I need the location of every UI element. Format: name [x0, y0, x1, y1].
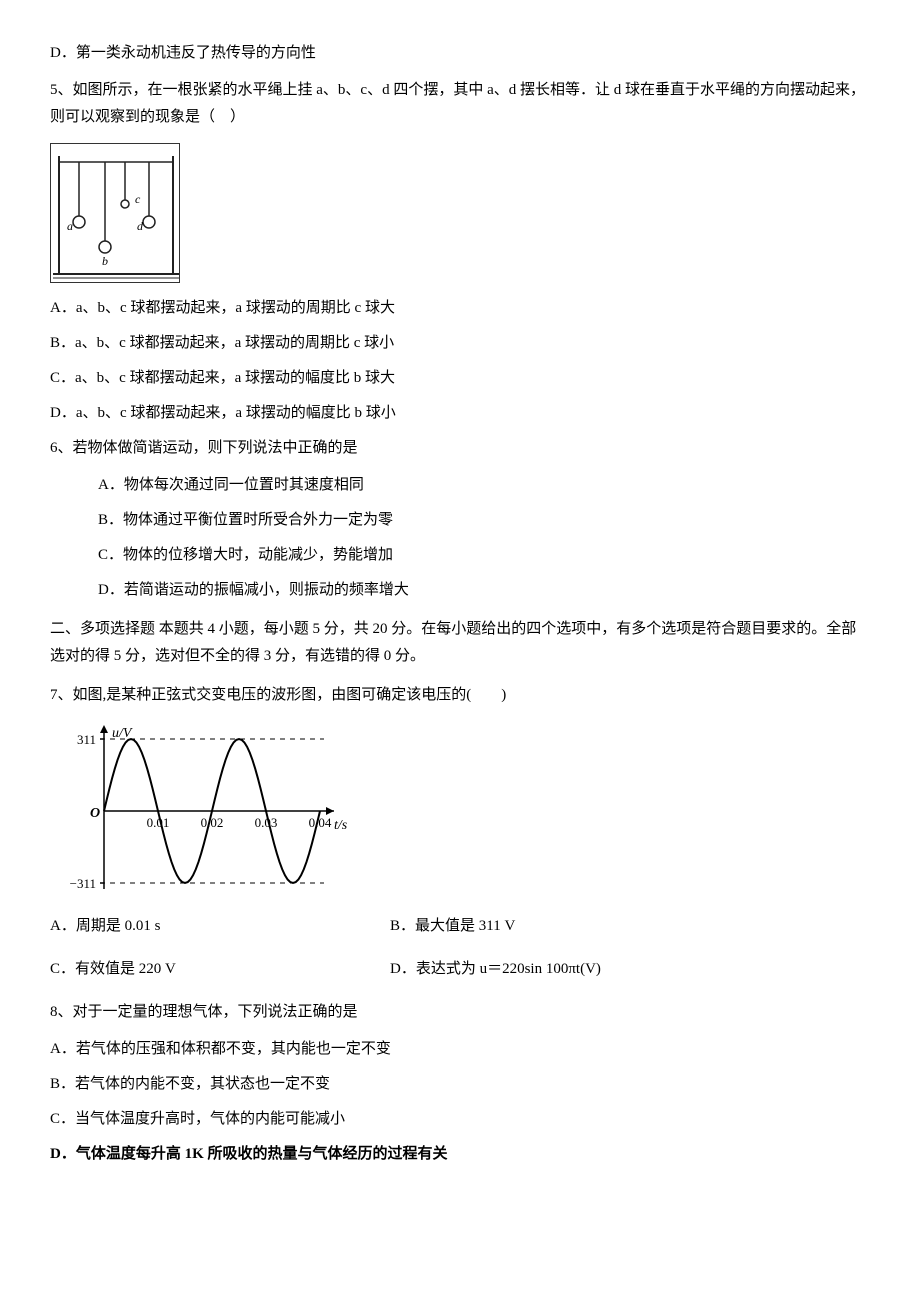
q8-stem: 8、对于一定量的理想气体，下列说法正确的是	[50, 999, 870, 1026]
q7-stem: 7、如图,是某种正弦式交变电压的波形图，由图可确定该电压的( )	[50, 682, 870, 709]
svg-text:a: a	[67, 219, 73, 233]
sine-wave-chart: 311−311O0.010.020.030.04t/su/V	[50, 721, 350, 901]
q8-option-d: D．气体温度每升高 1K 所吸收的热量与气体经历的过程有关	[50, 1141, 870, 1168]
q6-option-b: B．物体通过平衡位置时所受合外力一定为零	[50, 507, 870, 534]
q5-option-a: A．a、b、c 球都摆动起来，a 球摆动的周期比 c 球大	[50, 295, 870, 322]
q6-option-c: C．物体的位移增大时，动能减少，势能增加	[50, 542, 870, 569]
svg-text:c: c	[135, 192, 141, 206]
section2-title: 二、多项选择题 本题共 4 小题，每小题 5 分，共 20 分。在每小题给出的四…	[50, 616, 870, 670]
svg-text:d: d	[137, 219, 144, 233]
svg-text:0.03: 0.03	[255, 815, 278, 830]
q4-option-d: D．第一类永动机违反了热传导的方向性	[50, 40, 870, 67]
q7-option-a: A．周期是 0.01 s	[50, 913, 390, 940]
q8-option-c: C．当气体温度升高时，气体的内能可能减小	[50, 1106, 870, 1133]
q5-stem: 5、如图所示，在一根张紧的水平绳上挂 a、b、c、d 四个摆，其中 a、d 摆长…	[50, 77, 870, 131]
svg-text:0.02: 0.02	[201, 815, 224, 830]
pendulum-diagram: a b cd	[50, 143, 180, 283]
svg-text:−311: −311	[70, 876, 96, 891]
q7-figure: 311−311O0.010.020.030.04t/su/V	[50, 721, 870, 901]
q5-option-c: C．a、b、c 球都摆动起来，a 球摆动的幅度比 b 球大	[50, 365, 870, 392]
svg-text:b: b	[102, 254, 108, 268]
q8-option-b: B．若气体的内能不变，其状态也一定不变	[50, 1071, 870, 1098]
q7-option-b: B．最大值是 311 V	[390, 913, 870, 940]
q6-stem: 6、若物体做简谐运动，则下列说法中正确的是	[50, 435, 870, 462]
svg-text:O: O	[90, 806, 100, 821]
q6-option-d: D．若简谐运动的振幅减小，则振动的频率增大	[50, 577, 870, 604]
svg-text:t/s: t/s	[334, 818, 348, 833]
q6-option-a: A．物体每次通过同一位置时其速度相同	[50, 472, 870, 499]
q5-option-b: B．a、b、c 球都摆动起来，a 球摆动的周期比 c 球小	[50, 330, 870, 357]
q8-option-a: A．若气体的压强和体积都不变，其内能也一定不变	[50, 1036, 870, 1063]
svg-text:0.01: 0.01	[147, 815, 170, 830]
q7-option-d: D．表达式为 u＝220sin 100πt(V)	[390, 956, 870, 983]
svg-text:0.04: 0.04	[309, 815, 332, 830]
q5-figure: a b cd	[50, 143, 870, 283]
q7-option-c: C．有效值是 220 V	[50, 956, 390, 983]
svg-text:311: 311	[77, 732, 96, 747]
q5-option-d: D．a、b、c 球都摆动起来，a 球摆动的幅度比 b 球小	[50, 400, 870, 427]
